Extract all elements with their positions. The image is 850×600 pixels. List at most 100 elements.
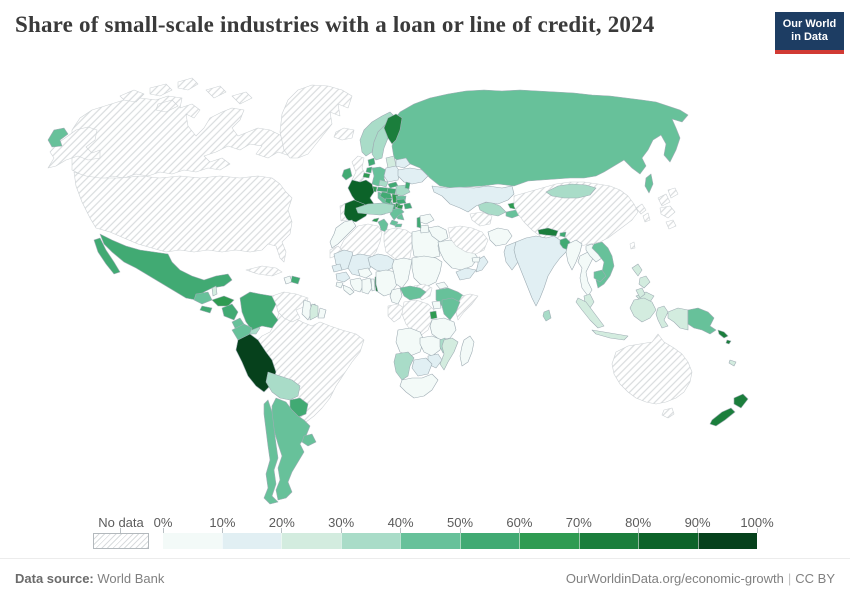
country-belarus[interactable] bbox=[395, 157, 411, 169]
country-liberia[interactable] bbox=[342, 284, 355, 296]
country-iceland[interactable] bbox=[333, 127, 355, 141]
legend-bin-40-50%[interactable] bbox=[400, 533, 460, 549]
owid-logo[interactable]: Our World in Data bbox=[775, 12, 844, 54]
country-botswana[interactable] bbox=[411, 357, 433, 377]
country-cameroon[interactable] bbox=[389, 287, 403, 305]
country-zambia[interactable] bbox=[419, 335, 443, 357]
country-ukraine[interactable] bbox=[397, 167, 429, 185]
country-france[interactable] bbox=[347, 179, 375, 209]
legend-bin-90-100%[interactable] bbox=[697, 533, 757, 549]
country-rwanda-burundi[interactable] bbox=[429, 310, 438, 320]
country-yemen[interactable] bbox=[455, 267, 477, 281]
country-sudan[interactable] bbox=[411, 255, 443, 287]
country-syria[interactable] bbox=[419, 213, 435, 225]
country-south-korea[interactable] bbox=[642, 212, 651, 223]
legend-bin-80-90%[interactable] bbox=[638, 533, 698, 549]
country-honduras[interactable] bbox=[211, 295, 235, 307]
country-eritrea[interactable] bbox=[435, 281, 449, 290]
country-bosnia[interactable] bbox=[384, 197, 393, 205]
country-myanmar[interactable] bbox=[565, 239, 583, 271]
country-finland[interactable] bbox=[383, 113, 403, 145]
country-el-salvador[interactable] bbox=[199, 305, 213, 314]
country-tasmania[interactable] bbox=[661, 407, 675, 419]
country-thailand[interactable] bbox=[577, 251, 595, 297]
country-uganda[interactable] bbox=[431, 300, 442, 310]
country-central-african-republic[interactable] bbox=[399, 285, 427, 301]
country-united-kingdom[interactable] bbox=[351, 155, 367, 183]
country-cyprus[interactable] bbox=[371, 217, 380, 223]
country-chad[interactable] bbox=[391, 257, 413, 289]
country-india[interactable] bbox=[513, 235, 571, 307]
country-uruguay[interactable] bbox=[301, 433, 317, 447]
country-guatemala[interactable] bbox=[193, 291, 213, 305]
legend-bin-60-70%[interactable] bbox=[519, 533, 579, 549]
country-japan[interactable] bbox=[657, 187, 679, 230]
country-moldova[interactable] bbox=[404, 181, 411, 190]
country-kazakhstan[interactable] bbox=[431, 185, 515, 213]
country-poland[interactable] bbox=[383, 165, 401, 183]
country-turkey[interactable] bbox=[355, 202, 395, 216]
country-guinea[interactable] bbox=[335, 271, 351, 283]
country-indonesia[interactable] bbox=[575, 297, 689, 341]
country-afghanistan[interactable] bbox=[487, 227, 513, 247]
country-cuba[interactable] bbox=[245, 265, 283, 277]
country-ghana[interactable] bbox=[361, 277, 373, 295]
country-portugal[interactable] bbox=[339, 203, 348, 222]
country-russia[interactable] bbox=[391, 89, 689, 189]
country-morocco[interactable] bbox=[329, 219, 357, 249]
country-united-states[interactable] bbox=[73, 171, 293, 263]
country-ireland[interactable] bbox=[341, 167, 353, 181]
country-drc[interactable] bbox=[401, 299, 435, 337]
country-czechia[interactable] bbox=[378, 179, 389, 188]
country-cote-divoire[interactable] bbox=[349, 277, 365, 293]
country-israel-lebanon[interactable] bbox=[416, 216, 422, 229]
country-colombia[interactable] bbox=[239, 291, 279, 331]
country-belgium[interactable] bbox=[362, 172, 371, 179]
country-niger[interactable] bbox=[367, 253, 395, 273]
country-chile[interactable] bbox=[263, 399, 279, 505]
country-uae[interactable] bbox=[471, 256, 481, 263]
country-alaska[interactable] bbox=[47, 126, 101, 169]
country-new-caledonia[interactable] bbox=[728, 359, 737, 367]
country-netherlands[interactable] bbox=[365, 166, 373, 174]
country-togo[interactable] bbox=[370, 278, 376, 292]
country-jordan[interactable] bbox=[419, 224, 430, 234]
license-link[interactable]: CC BY bbox=[795, 571, 835, 586]
country-denmark[interactable] bbox=[367, 157, 376, 167]
country-french-guiana[interactable] bbox=[317, 307, 327, 319]
country-angola[interactable] bbox=[395, 327, 425, 357]
country-mongolia[interactable] bbox=[545, 183, 597, 199]
country-solomon-islands[interactable] bbox=[717, 329, 732, 345]
legend-bin-30-40%[interactable] bbox=[340, 533, 400, 549]
country-argentina[interactable] bbox=[271, 397, 311, 501]
country-russia-chukotka[interactable] bbox=[47, 127, 69, 148]
country-iran[interactable] bbox=[447, 225, 489, 255]
country-haiti[interactable] bbox=[283, 275, 293, 285]
legend-bin-70-80%[interactable] bbox=[578, 533, 638, 549]
country-armenia[interactable] bbox=[396, 204, 404, 210]
country-russia-sakhalin[interactable] bbox=[644, 173, 654, 194]
legend-bin-20-30%[interactable] bbox=[281, 533, 341, 549]
country-canada-arctic[interactable] bbox=[119, 77, 253, 113]
country-austria[interactable] bbox=[376, 186, 389, 193]
country-venezuela[interactable] bbox=[271, 291, 309, 323]
country-sri-lanka[interactable] bbox=[542, 309, 552, 322]
country-canada[interactable] bbox=[71, 95, 301, 181]
country-mexico-baja[interactable] bbox=[93, 237, 121, 275]
country-north-korea[interactable] bbox=[635, 203, 647, 215]
country-nepal[interactable] bbox=[537, 227, 559, 237]
country-gabon-congo[interactable] bbox=[387, 303, 405, 323]
country-laos[interactable] bbox=[585, 243, 603, 263]
country-georgia[interactable] bbox=[395, 198, 407, 205]
country-papua-new-guinea[interactable] bbox=[687, 307, 717, 335]
country-new-zealand[interactable] bbox=[709, 393, 749, 427]
country-australia[interactable] bbox=[611, 333, 693, 405]
country-philippines[interactable] bbox=[631, 263, 651, 299]
country-azerbaijan[interactable] bbox=[403, 202, 413, 210]
country-madagascar[interactable] bbox=[459, 335, 475, 367]
country-belize[interactable] bbox=[211, 285, 218, 297]
country-namibia[interactable] bbox=[393, 351, 415, 381]
country-bhutan[interactable] bbox=[559, 231, 567, 238]
country-kenya[interactable] bbox=[441, 297, 461, 321]
country-bolivia[interactable] bbox=[265, 371, 301, 401]
